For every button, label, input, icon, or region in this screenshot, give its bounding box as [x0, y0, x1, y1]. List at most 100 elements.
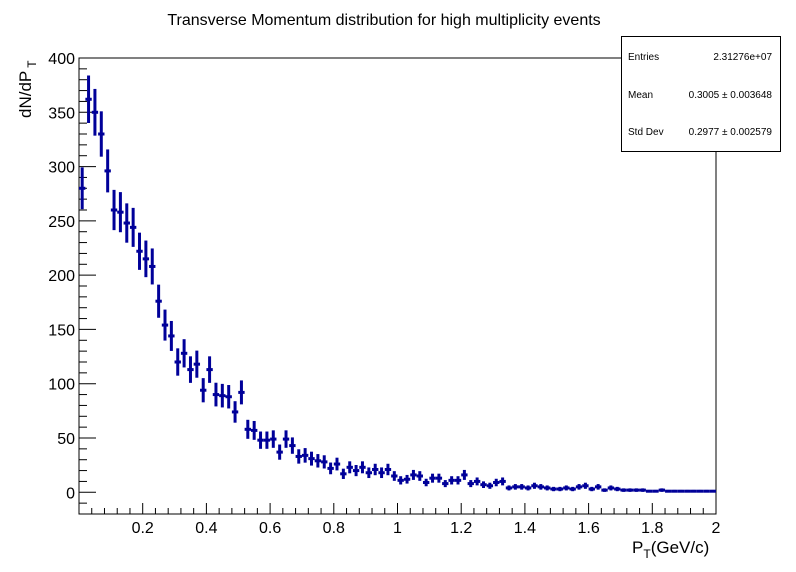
data-point	[149, 248, 156, 285]
y-tick-label: 0	[66, 485, 75, 502]
x-tick-label: 1	[393, 520, 402, 537]
data-point	[429, 473, 436, 483]
data-point	[250, 420, 258, 440]
data-point	[168, 320, 175, 351]
data-point	[633, 488, 640, 492]
data-point	[117, 192, 124, 233]
x-tick-label: 0.4	[195, 520, 217, 537]
data-point	[193, 350, 201, 378]
data-point	[79, 167, 86, 210]
data-point	[499, 477, 506, 486]
data-point	[397, 476, 404, 485]
data-point	[607, 485, 615, 491]
x-tick-label: 1.8	[641, 520, 663, 537]
x-axis-label-sub: T	[643, 547, 651, 561]
data-point	[684, 489, 691, 493]
data-point	[123, 203, 130, 243]
chart-title: Transverse Momentum distribution for hig…	[167, 12, 600, 29]
x-tick-label: 0.6	[259, 520, 281, 537]
data-point	[690, 489, 697, 493]
data-point	[206, 356, 213, 383]
data-point	[658, 488, 666, 492]
x-axis-label: PT(GeV/c)	[632, 538, 709, 561]
data-point	[372, 463, 379, 476]
data-point	[321, 455, 328, 469]
stats-mean-label: Mean	[628, 90, 654, 101]
y-tick-label: 50	[57, 431, 75, 448]
y-tick-label: 350	[48, 105, 75, 122]
data-point	[346, 461, 353, 474]
data-point	[187, 356, 194, 383]
data-point	[276, 444, 283, 460]
stats-mean-row: Mean 0.3005 ± 0.003648	[628, 90, 772, 101]
data-point	[556, 486, 564, 492]
data-point	[544, 485, 551, 491]
data-point	[359, 461, 366, 474]
data-point	[219, 383, 226, 408]
data-point	[98, 111, 105, 157]
svg-text:PT(GeV/c): PT(GeV/c)	[632, 538, 709, 561]
data-point	[448, 476, 455, 485]
data-point	[225, 385, 232, 409]
data-point	[161, 309, 169, 341]
data-point	[104, 149, 111, 193]
data-point	[340, 468, 347, 479]
data-point	[486, 482, 494, 489]
data-point	[91, 88, 99, 136]
y-axis-label: dN/dP T	[16, 60, 39, 118]
y-tick-label: 100	[48, 377, 75, 394]
data-point	[601, 488, 608, 492]
data-point	[537, 484, 545, 490]
data-point	[422, 478, 430, 487]
data-point	[493, 478, 500, 487]
data-point	[518, 484, 525, 490]
data-point	[639, 488, 646, 492]
data-point	[212, 382, 220, 407]
data-point	[512, 484, 519, 490]
data-point	[85, 75, 92, 124]
x-tick-label: 0.8	[323, 520, 345, 537]
data-point	[308, 451, 315, 466]
data-point	[531, 482, 538, 489]
data-points	[79, 75, 716, 493]
x-tick-label: 1.6	[577, 520, 599, 537]
data-point	[703, 489, 710, 493]
y-axis-label-sub: T	[25, 60, 39, 68]
data-point	[652, 489, 659, 493]
data-point	[391, 471, 398, 481]
data-point	[671, 489, 678, 493]
data-point	[677, 489, 685, 493]
data-point	[257, 431, 264, 449]
data-point	[327, 462, 334, 475]
stats-entries-label: Entries	[628, 52, 660, 63]
x-axis-label-rest: (GeV/c)	[651, 538, 710, 557]
x-tick-label: 1.4	[514, 520, 536, 537]
svg-text:dN/dPT: dN/dP T	[16, 60, 39, 118]
data-point	[563, 485, 570, 491]
data-point	[410, 469, 417, 480]
stats-std-row: Std Dev 0.2977 ± 0.002579	[628, 127, 772, 138]
data-point	[110, 189, 118, 231]
data-point	[384, 463, 392, 476]
data-point	[480, 481, 487, 488]
data-point	[238, 380, 245, 405]
stats-entries-row: Entries 2.31276e+07	[628, 52, 772, 63]
data-point	[569, 486, 576, 492]
data-point	[365, 467, 373, 479]
data-point	[505, 485, 513, 491]
data-point	[200, 378, 207, 403]
x-axis-label-main: P	[632, 538, 643, 557]
data-point	[136, 232, 143, 270]
data-point	[665, 489, 672, 493]
data-point	[289, 437, 296, 454]
data-point	[301, 448, 309, 463]
x-tick-label: 0.2	[132, 520, 154, 537]
y-axis-label-main: dN/dP	[16, 71, 35, 118]
y-tick-label: 250	[48, 214, 75, 231]
y-tick-label: 150	[48, 322, 75, 339]
y-tick-label: 200	[48, 268, 75, 285]
stats-std-label: Std Dev	[628, 127, 664, 138]
data-point	[314, 454, 322, 468]
data-point	[524, 485, 532, 491]
